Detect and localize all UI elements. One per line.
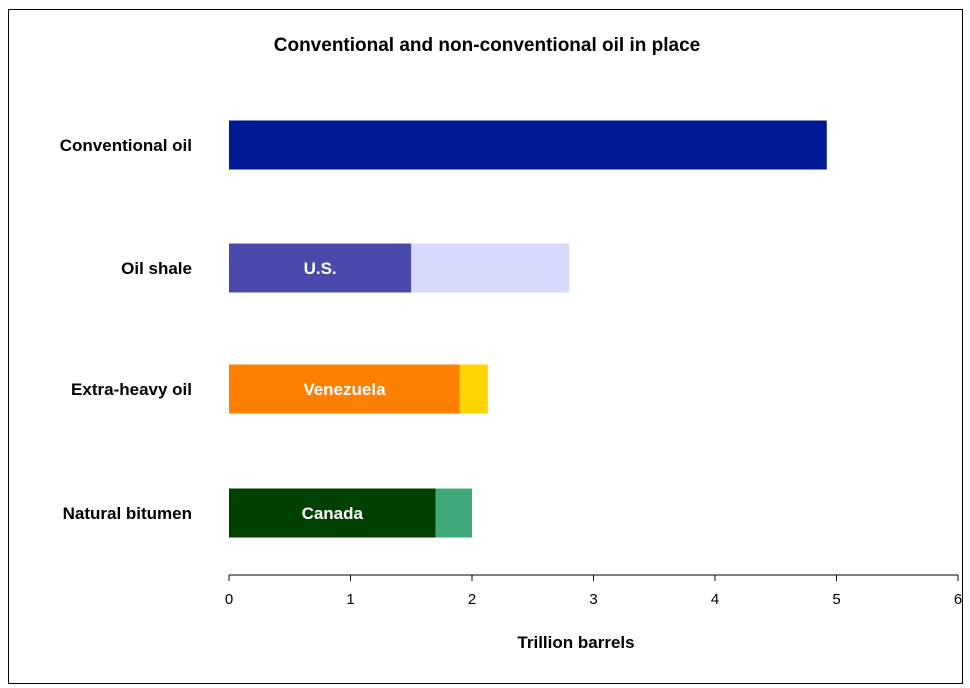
- bar-oil-shale-segment-2: [411, 244, 569, 293]
- category-label-oil-shale: Oil shale: [121, 259, 192, 278]
- x-tick-label: 4: [711, 591, 719, 608]
- bar-conventional-oil-segment-1: [229, 121, 827, 170]
- x-tick-label: 0: [225, 591, 233, 608]
- category-label-conventional-oil: Conventional oil: [60, 136, 192, 155]
- bars-group: U.S. Venezuela Canada: [229, 121, 827, 538]
- bar-extra-heavy-oil-segment-2: [460, 365, 488, 414]
- x-tick-label: 6: [954, 591, 962, 608]
- bar-label-canada: Canada: [302, 504, 364, 523]
- x-axis-title: Trillion barrels: [517, 633, 634, 652]
- category-label-extra-heavy-oil: Extra-heavy oil: [71, 380, 192, 399]
- bar-label-u-s-: U.S.: [304, 259, 337, 278]
- chart-title: Conventional and non-conventional oil in…: [274, 35, 700, 56]
- x-tick-label: 2: [468, 591, 476, 608]
- x-tick-label: 1: [346, 591, 354, 608]
- category-label-natural-bitumen: Natural bitumen: [63, 504, 192, 523]
- category-labels: Conventional oil Oil shale Extra-heavy oil…: [60, 136, 192, 523]
- bar-natural-bitumen-segment-2: [436, 489, 472, 538]
- bar-label-venezuela: Venezuela: [303, 380, 386, 399]
- x-tick-label: 3: [589, 591, 597, 608]
- x-axis: 0 1 2 3 4 5 6: [225, 575, 962, 608]
- x-tick-label: 5: [832, 591, 840, 608]
